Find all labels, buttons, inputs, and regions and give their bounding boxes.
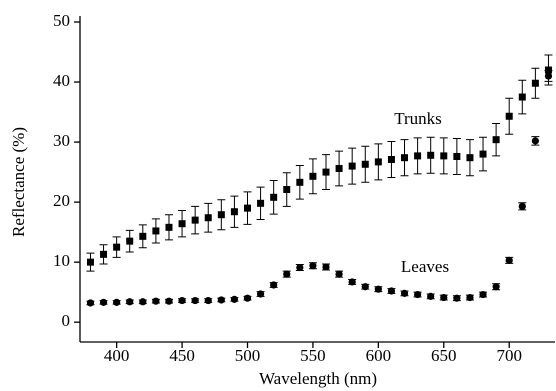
point [322,263,330,271]
point [505,112,513,120]
point [427,292,435,300]
point [361,283,369,291]
point [152,297,160,305]
point [126,298,134,306]
point [414,152,422,160]
y-tick-label: 50 [53,11,70,30]
point [99,298,108,306]
point [518,202,526,210]
point [139,232,147,240]
point [257,199,265,207]
point [492,136,500,144]
point [505,256,513,264]
x-tick-label: 650 [431,346,457,365]
point [361,160,369,168]
point [152,227,160,235]
point [191,296,199,305]
point [113,298,121,306]
point [348,162,356,170]
point [139,298,147,306]
y-tick-label: 40 [53,71,70,90]
point [466,293,474,302]
point [204,296,212,305]
x-tick-label: 700 [496,346,522,365]
y-tick-label: 10 [53,251,70,270]
annotation: Leaves [401,257,449,276]
point [440,293,448,302]
point [256,290,265,298]
point [387,155,395,163]
y-axis-label: Reflectance (%) [9,127,28,237]
point [531,79,539,87]
point [544,66,552,74]
point [270,193,278,201]
point [335,270,343,278]
point [479,290,487,299]
point [335,164,343,172]
point [100,250,108,258]
point [165,223,173,231]
y-tick-label: 20 [53,191,70,210]
point [283,270,291,278]
point [86,299,95,307]
x-tick-label: 450 [169,346,195,365]
point [453,294,461,302]
point [217,211,225,219]
point [401,154,409,162]
point [165,297,173,305]
x-tick-label: 600 [366,346,392,365]
point [243,294,252,302]
point [427,151,435,159]
x-tick-label: 500 [235,346,261,365]
point [374,285,382,293]
point [191,216,199,224]
point [126,237,134,245]
point [492,283,500,291]
point [178,296,186,305]
point [479,150,487,158]
point [348,278,356,286]
x-axis-label: Wavelength (nm) [259,369,377,388]
point [518,93,526,101]
point [322,168,330,176]
x-tick-label: 400 [104,346,130,365]
point [178,220,186,228]
point [243,204,251,212]
point [230,208,238,216]
point [296,263,304,272]
point [387,287,396,295]
point [414,290,422,299]
point [86,258,94,266]
y-tick-label: 30 [53,131,70,150]
annotation: Trunks [394,109,442,128]
point [113,243,121,251]
point [466,154,474,162]
point [309,262,317,270]
point [204,214,212,222]
point [440,152,448,160]
point [374,158,382,166]
point [544,72,553,80]
point [309,172,317,180]
point [453,152,461,160]
point [270,281,278,289]
point [400,289,409,297]
point [217,296,225,304]
point [531,137,539,145]
point [296,178,304,186]
x-tick-label: 550 [300,346,326,365]
point [283,186,291,194]
point [230,295,239,303]
y-tick-label: 0 [62,311,71,330]
